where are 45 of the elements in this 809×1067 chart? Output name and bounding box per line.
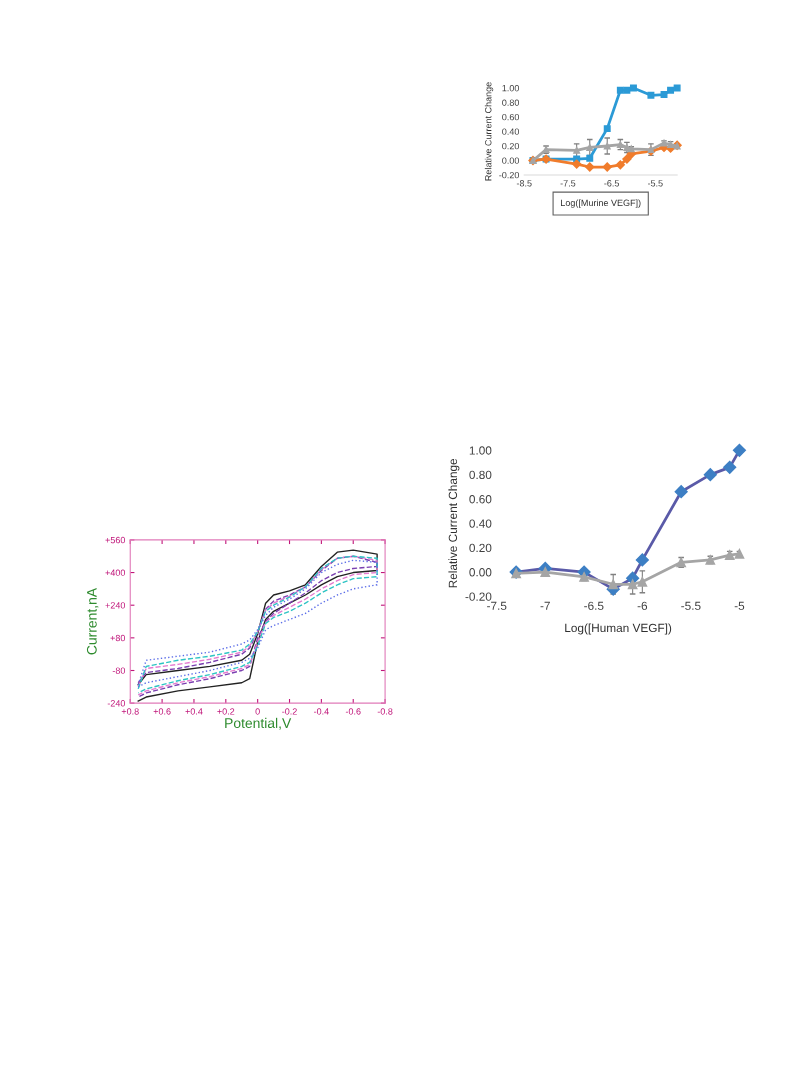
y-tick-label: +400 — [105, 569, 126, 576]
x-tick-label: +0.6 — [153, 708, 171, 715]
y-axis-title: Relative Current Change — [484, 82, 494, 181]
x-tick-label: -5 — [734, 601, 745, 610]
y-tick-label: -0.20 — [499, 171, 520, 179]
x-tick-label: -5.5 — [681, 601, 701, 610]
x-tick-label: -0.4 — [314, 708, 329, 715]
x-tick-label: -0.2 — [282, 708, 297, 715]
y-tick-label: 0.40 — [502, 128, 520, 135]
x-tick-label: -0.8 — [377, 708, 393, 715]
y-tick-label: -80 — [112, 667, 126, 674]
y-tick-label: 0.60 — [502, 113, 520, 121]
x-axis-title: Log([Murine VEGF]) — [561, 199, 641, 208]
y-tick-label: 0.80 — [469, 470, 492, 480]
y-tick-label: -240 — [107, 700, 126, 707]
y-tick-label: +560 — [105, 536, 126, 544]
x-tick-label: +0.4 — [185, 708, 203, 715]
x-tick-label: -8.5 — [516, 180, 532, 187]
x-tick-label: -6.5 — [584, 601, 604, 610]
y-tick-label: 1.00 — [469, 446, 492, 455]
y-tick-label: 0.80 — [502, 99, 520, 106]
x-tick-label: -5.5 — [647, 180, 663, 187]
y-tick-label: 0.40 — [469, 519, 492, 528]
y-tick-label: 0.60 — [469, 495, 492, 504]
y-tick-label: +240 — [105, 602, 126, 609]
y-axis-title: Current,nA — [86, 587, 99, 655]
x-tick-label: -6 — [637, 601, 648, 610]
x-tick-label: -7.5 — [487, 601, 507, 610]
y-tick-label: +80 — [110, 634, 126, 642]
y-tick-label: 0.20 — [502, 142, 520, 150]
x-tick-label: +0.8 — [121, 708, 139, 715]
y-tick-label: 0.00 — [469, 568, 492, 577]
x-tick-label: -6.5 — [604, 180, 619, 187]
x-axis-title: Log([Human VEGF]) — [565, 623, 672, 635]
x-tick-label: -7 — [540, 601, 550, 610]
x-axis-title: Potential,V — [225, 717, 292, 730]
y-tick-label: 0.20 — [469, 543, 492, 553]
x-tick-label: -7.5 — [560, 180, 576, 187]
y-axis-title: Relative Current Change — [448, 458, 460, 588]
x-tick-label: +0.2 — [217, 708, 235, 715]
x-tick-label: -0.6 — [345, 708, 361, 715]
y-tick-label: 1.00 — [502, 84, 520, 92]
y-tick-label: 0.00 — [502, 157, 520, 164]
y-tick-label: -0.20 — [465, 592, 492, 601]
x-tick-label: 0 — [255, 708, 260, 715]
